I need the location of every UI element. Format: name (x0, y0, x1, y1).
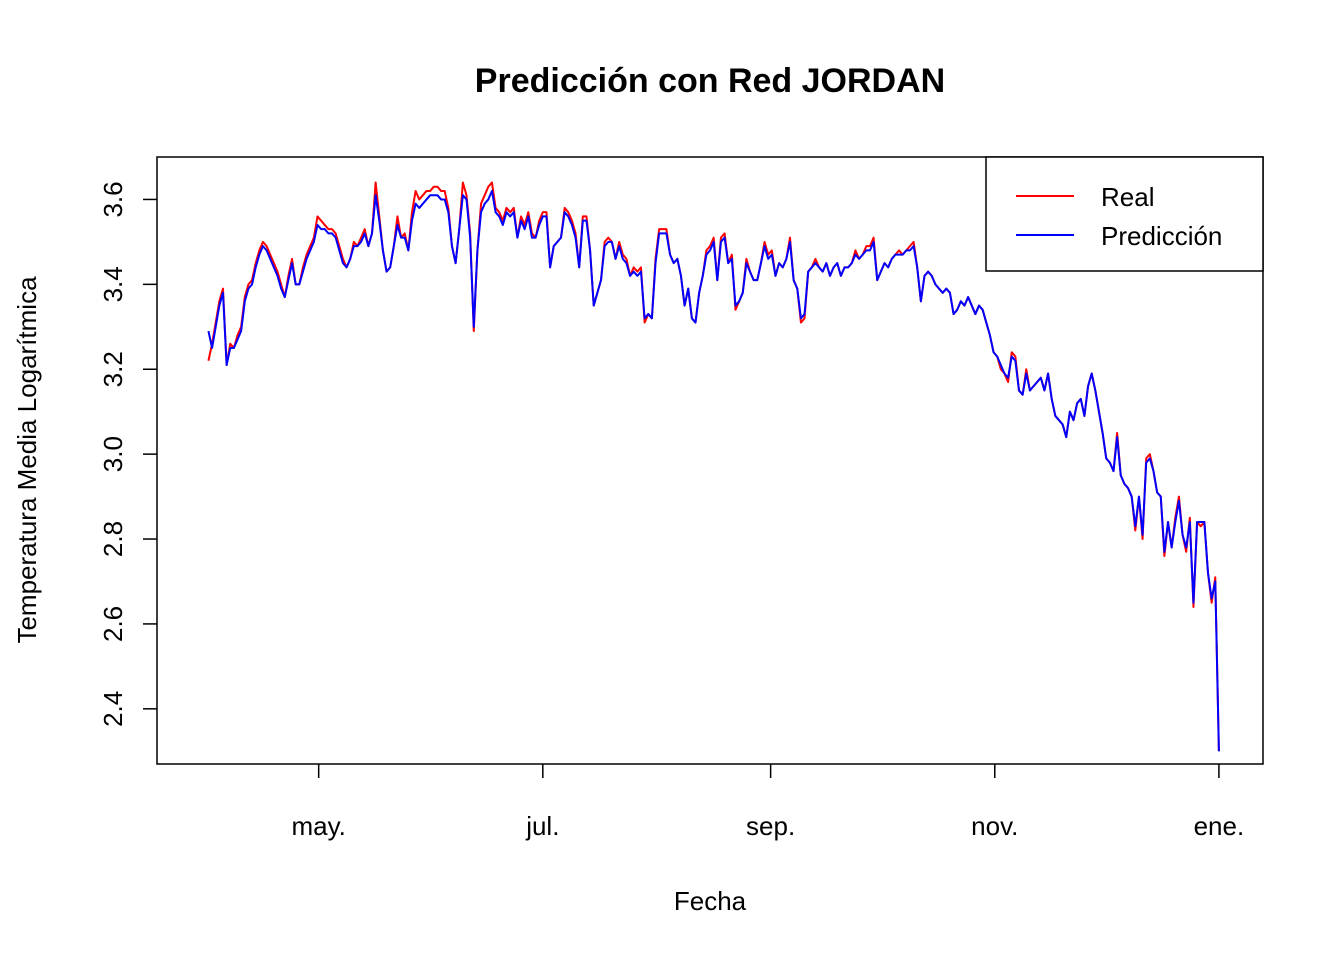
x-tick-label: may. (291, 811, 345, 841)
y-tick-label: 2.4 (98, 691, 128, 727)
y-tick-label: 2.6 (98, 606, 128, 642)
legend-label-prediccion: Predicción (1101, 221, 1222, 251)
series-line-prediccion (207, 189, 1220, 752)
y-tick-label: 3.0 (98, 436, 128, 472)
legend-label-real: Real (1101, 182, 1154, 212)
y-tick-label: 3.2 (98, 351, 128, 387)
x-tick-label: jul. (525, 811, 559, 841)
y-tick-label: 2.8 (98, 521, 128, 557)
y-tick-label: 3.6 (98, 181, 128, 217)
y-axis: 2.4 2.6 2.8 3.0 3.2 3.4 3.6 (98, 181, 157, 727)
x-tick-label: sep. (746, 811, 795, 841)
y-tick-label: 3.4 (98, 266, 128, 302)
x-axis-label: Fecha (674, 886, 747, 916)
chart-title: Predicción con Red JORDAN (475, 62, 945, 100)
x-axis: may. jul. sep. nov. ene. (291, 764, 1244, 841)
x-tick-label: nov. (971, 811, 1018, 841)
plot-frame (156, 156, 1264, 765)
y-axis-label: Temperatura Media Logarítmica (12, 276, 42, 644)
legend: Real Predicción (985, 156, 1264, 272)
series-layer (207, 181, 1220, 752)
x-tick-label: ene. (1194, 811, 1245, 841)
legend-box (985, 156, 1264, 272)
